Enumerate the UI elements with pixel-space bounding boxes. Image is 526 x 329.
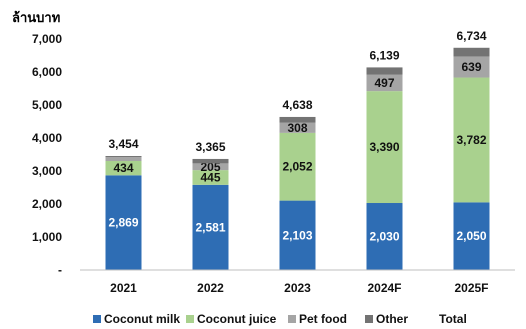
bar-segment-other [192,158,229,164]
data-label: 434 [113,161,133,175]
legend-item: Total [439,312,467,326]
bar-segment-coconut-milk [453,202,490,270]
data-label: 2,869 [108,216,138,230]
bar-group: 2,030 3,390 497 6,139 [366,48,403,270]
bar-segment-other [453,47,490,57]
legend-swatch [288,315,296,323]
legend-item: Coconut milk [93,312,180,326]
legend-item: Pet food [288,312,347,326]
data-label: 2,030 [369,230,399,244]
bar-segment-pet-food [366,74,403,92]
y-tick-label: 4,000 [32,131,62,145]
legend-label: Other [376,312,408,326]
legend-label: Coconut milk [104,312,180,326]
y-tick-label: 3,000 [32,164,62,178]
data-label: 2,050 [456,229,486,243]
total-label: 3,365 [195,140,225,154]
data-label: 2,581 [195,220,225,234]
bar-segment-other [279,116,316,123]
bar-segment-pet-food [192,163,229,171]
data-label: 497 [374,76,394,90]
bar-segment-pet-food [105,157,142,162]
legend-item: Other [365,312,408,326]
bar-segment-coconut-milk [105,175,142,270]
bar-segment-coconut-juice [105,161,142,176]
legend-item: Coconut juice [186,312,277,326]
x-tick-label: 2023 [284,281,311,295]
total-label: 6,139 [369,48,399,62]
y-tick-label: 2,000 [32,197,62,211]
y-axis: - 1,000 2,000 3,000 4,000 5,000 6,000 7,000 [32,32,62,277]
x-tick-label: 2021 [110,281,137,295]
x-tick-label: 2022 [197,281,224,295]
y-tick-label: 5,000 [32,98,62,112]
x-tick-label: 2025F [454,281,488,295]
legend-label: Pet food [299,312,347,326]
bar-segment-coconut-juice [192,170,229,185]
legend: Coconut milk Coconut juice Pet food Other To… [93,312,467,326]
bar-segment-coconut-juice [366,91,403,204]
bar-segment-coconut-milk [366,203,403,270]
data-label: 3,390 [369,140,399,154]
bar-segment-other [105,156,142,158]
legend-swatch [186,315,194,323]
bar-segment-coconut-juice [279,132,316,201]
bar-group: 2,103 2,052 308 4,638 [279,98,316,270]
bar-segment-coconut-juice [453,77,490,203]
legend-swatch [93,315,101,323]
bar-group: 2,050 3,782 639 6,734 [453,29,490,270]
data-label: 445 [200,170,220,184]
data-label: 2,103 [282,228,312,242]
y-tick-label: 1,000 [32,230,62,244]
bar-segment-pet-food [279,122,316,133]
bar-segment-pet-food [453,56,490,78]
legend-label: Coconut juice [197,312,277,326]
y-tick-label: - [58,263,62,277]
y-tick-label: 6,000 [32,65,62,79]
legend-label: Total [439,312,467,326]
data-label: 639 [461,60,481,74]
legend-swatch [365,315,373,323]
y-tick-label: 7,000 [32,32,62,46]
bar-group: 2,869 434 3,454 [105,137,142,270]
unit-label: ล้านบาท [12,10,60,25]
data-label: 2,052 [282,160,312,174]
x-axis: 2021 2022 2023 2024F 2025F [80,269,515,295]
total-label: 4,638 [282,98,312,112]
total-label: 6,734 [456,29,486,43]
bars: 2,8694343,4542,5814452053,3652,1032,0523… [105,29,490,270]
bar-segment-other [366,67,403,75]
bar-segment-coconut-milk [279,200,316,270]
data-label: 308 [287,121,307,135]
data-label: 3,782 [456,133,486,147]
x-tick-label: 2024F [367,281,401,295]
total-label: 3,454 [108,137,138,151]
bar-segment-coconut-milk [192,184,229,270]
